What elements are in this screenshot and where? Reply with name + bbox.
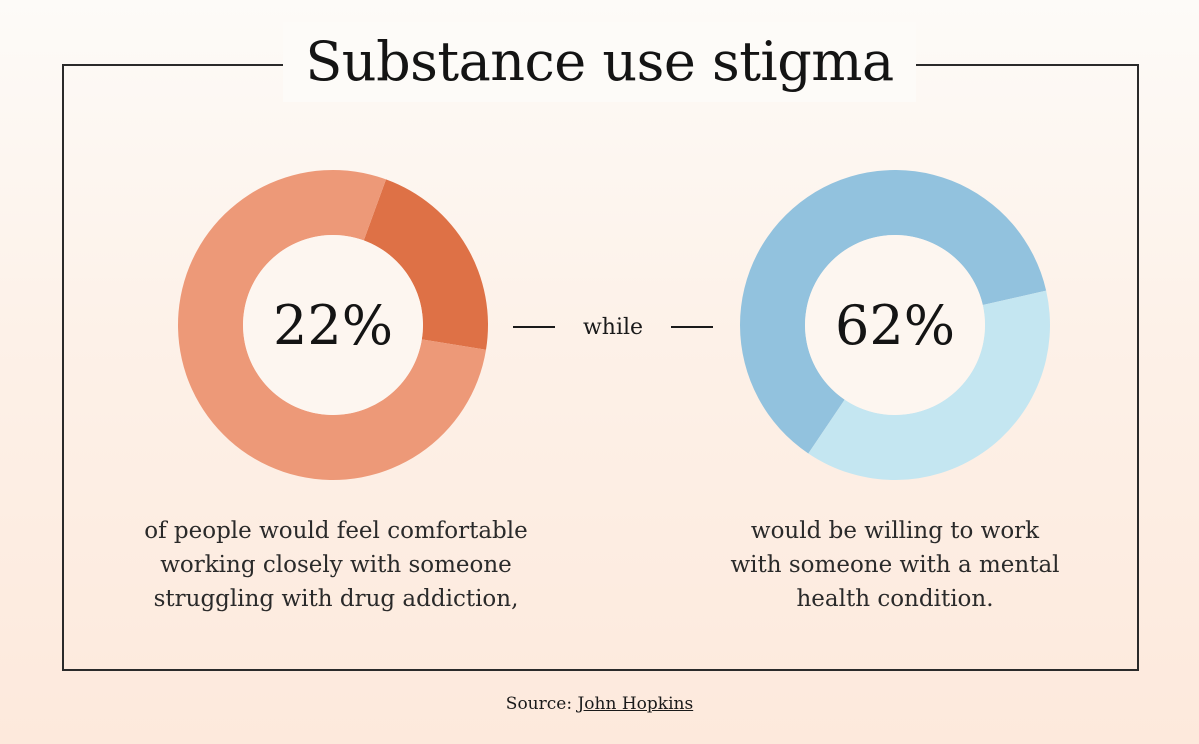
donut-2-hole — [805, 235, 985, 415]
donut-2-slice-remainder — [808, 290, 1050, 480]
caption-line: working closely with someone — [160, 552, 512, 578]
caption-line: would be willing to work — [750, 518, 1040, 544]
donut-1-center-label: 22% — [272, 294, 394, 357]
connector-label: while — [582, 314, 644, 340]
donut-2-center-label: 62% — [834, 294, 956, 357]
left-dash — [513, 326, 555, 328]
chart-title: Substance use stigma — [283, 22, 916, 102]
title-wrapper: Substance use stigma — [0, 22, 1199, 102]
donut-2-slice-willing — [740, 169, 1047, 454]
donut-chart-1 — [178, 169, 489, 480]
source-label: Source: — [505, 694, 573, 714]
donut-1-hole — [243, 235, 423, 415]
caption-line: health condition. — [796, 586, 994, 612]
donut-chart-2 — [740, 169, 1050, 480]
caption-line: of people would feel comfortable — [144, 518, 528, 544]
caption-line: with someone with a mental — [730, 552, 1060, 578]
right-dash — [671, 326, 713, 328]
donut-2-caption: would be willing to work with someone wi… — [675, 514, 1115, 616]
caption-line: struggling with drug addiction, — [153, 586, 519, 612]
source-link[interactable]: John Hopkins — [577, 694, 694, 714]
connector: while — [513, 310, 713, 344]
source-line: Source: John Hopkins — [0, 694, 1199, 714]
donut-1-slice-comfortable — [363, 179, 489, 350]
donut-1-slice-remainder — [178, 169, 487, 480]
donut-1-caption: of people would feel comfortable working… — [116, 514, 556, 616]
